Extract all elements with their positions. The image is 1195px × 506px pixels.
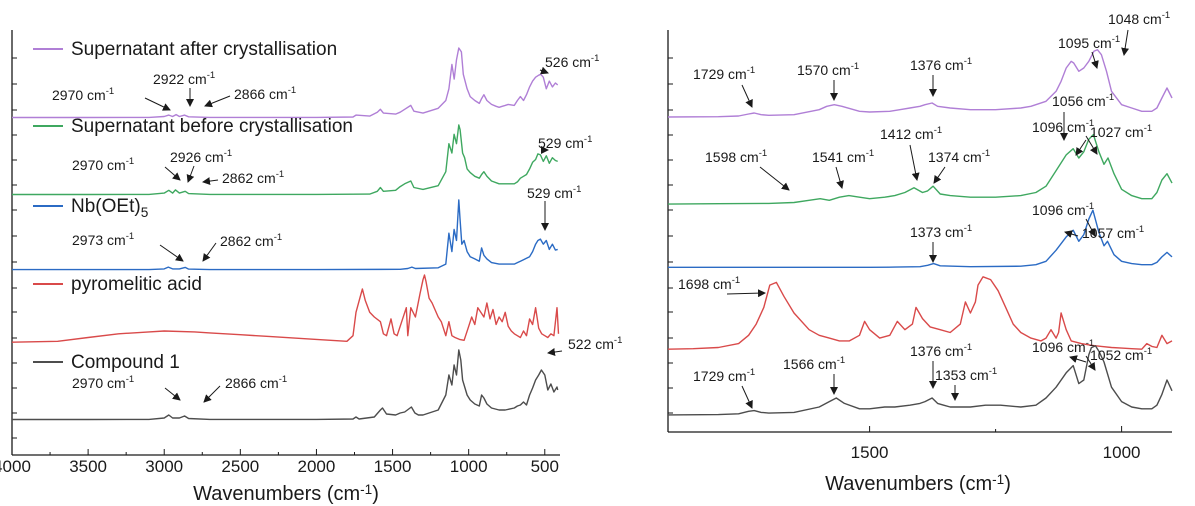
peak-annotation: 1412 cm-1 (880, 125, 942, 142)
peak-annotation: 1729 cm-1 (693, 367, 755, 384)
peak-arrow (1075, 139, 1087, 156)
peak-arrow (144, 97, 171, 111)
peak-annotation: 1095 cm-1 (1058, 34, 1120, 51)
peak-annotation: 1729 cm-1 (693, 65, 755, 82)
legend-label: Supernatant after crystallisation (71, 39, 337, 60)
legend-label: Compound 1 (71, 352, 180, 373)
peak-arrow (159, 244, 184, 262)
x-tick-label: 2500 (221, 457, 259, 476)
spectrum-line (667, 276, 1173, 350)
peak-arrow (204, 95, 231, 108)
right-panel: 1500 1000 Wavenumbers (cm-1) 1729 cm-1 1570 … (667, 10, 1173, 495)
spectrum-line (12, 47, 559, 119)
peak-annotation: 522 cm-1 (568, 335, 622, 352)
spectrum-line (12, 199, 558, 271)
legend-label: Supernatant before crystallisation (71, 116, 353, 137)
peak-arrow (1085, 355, 1096, 371)
spectrum-line (667, 133, 1173, 205)
peak-annotation: 2926 cm-1 (170, 148, 232, 165)
peak-annotation: 1057 cm-1 (1082, 224, 1144, 241)
peak-annotation: 2862 cm-1 (222, 169, 284, 186)
peak-annotation: 1052 cm-1 (1090, 346, 1152, 363)
peak-annotation: 529 cm-1 (538, 134, 592, 151)
peak-annotation: 2862 cm-1 (220, 232, 282, 249)
peak-annotation: 1096 cm-1 (1032, 118, 1094, 135)
spectrum-line (667, 49, 1173, 118)
peak-annotation: 2866 cm-1 (234, 85, 296, 102)
peak-arrow (1085, 218, 1096, 237)
peak-annotation: 2970 cm-1 (72, 374, 134, 391)
peak-arrow (539, 66, 549, 75)
peak-annotation: 2922 cm-1 (153, 70, 215, 87)
x-axis-title: Wavenumbers (cm-1) (825, 472, 1011, 495)
peak-annotation: 1056 cm-1 (1052, 92, 1114, 109)
peak-arrow (835, 166, 844, 189)
spectrum-line (12, 124, 558, 196)
x-tick-label: 1500 (851, 443, 889, 462)
peak-annotation: 1374 cm-1 (928, 148, 990, 165)
peak-arrow (726, 289, 766, 298)
peak-arrow (202, 242, 217, 262)
peak-arrow (1091, 51, 1099, 69)
peak-annotation: 1541 cm-1 (812, 148, 874, 165)
peak-arrow (741, 385, 753, 409)
peak-annotation: 1353 cm-1 (935, 366, 997, 383)
legend-label: Nb(OEt)5 (71, 196, 149, 220)
peak-annotation: 526 cm-1 (545, 53, 599, 70)
peak-annotation: 1048 cm-1 (1108, 10, 1170, 27)
peak-arrow (741, 84, 753, 108)
peak-arrow (547, 348, 563, 356)
peak-annotation: 1570 cm-1 (797, 61, 859, 78)
peak-annotation: 1096 cm-1 (1032, 201, 1094, 218)
peak-arrow (202, 177, 219, 186)
peak-arrow (164, 166, 181, 181)
legend-label: pyromelitic acid (71, 274, 202, 295)
peak-annotation: 1373 cm-1 (910, 223, 972, 240)
peak-arrow (186, 165, 195, 183)
peak-annotation: 1698 cm-1 (678, 275, 740, 292)
peak-arrow (1069, 355, 1087, 363)
peak-arrow (1085, 135, 1098, 155)
peak-annotation: 1376 cm-1 (910, 342, 972, 359)
x-tick-label: 500 (531, 457, 559, 476)
x-tick-label: 3500 (69, 457, 107, 476)
peak-annotation: 2866 cm-1 (225, 374, 287, 391)
x-tick-label: 2000 (298, 457, 336, 476)
peak-arrow (933, 166, 946, 184)
peak-arrow (909, 144, 920, 181)
peak-annotation: 1566 cm-1 (783, 355, 845, 372)
peak-annotation: 1598 cm-1 (705, 148, 767, 165)
peak-annotation: 2970 cm-1 (52, 86, 114, 103)
x-tick-label: 1500 (374, 457, 412, 476)
x-tick-label: 1000 (1103, 443, 1141, 462)
spectrum-line (11, 274, 560, 343)
peak-arrow (203, 385, 221, 403)
peak-arrow (1121, 29, 1130, 56)
peak-annotation: 1027 cm-1 (1090, 123, 1152, 140)
spectrum-line (667, 345, 1173, 416)
peak-arrow (1064, 230, 1079, 238)
left-panel: 4000 3500 3000 2500 2000 1500 1000 500 Wavenumbe… (0, 30, 622, 505)
x-tick-label: 3000 (145, 457, 183, 476)
peak-annotation: 529 cm-1 (527, 184, 581, 201)
peak-annotation: 1096 cm-1 (1032, 338, 1094, 355)
peak-arrow (759, 166, 790, 191)
x-tick-label: 1000 (450, 457, 488, 476)
peak-annotation: 2973 cm-1 (72, 231, 134, 248)
spectrum-line (668, 209, 1173, 268)
x-tick-label: 4000 (0, 457, 31, 476)
peak-annotation: 1376 cm-1 (910, 56, 972, 73)
x-axis-title: Wavenumbers (cm-1) (193, 482, 379, 505)
spectrum-line (12, 349, 559, 421)
peak-annotation: 2970 cm-1 (72, 156, 134, 173)
peak-arrow (164, 387, 181, 401)
